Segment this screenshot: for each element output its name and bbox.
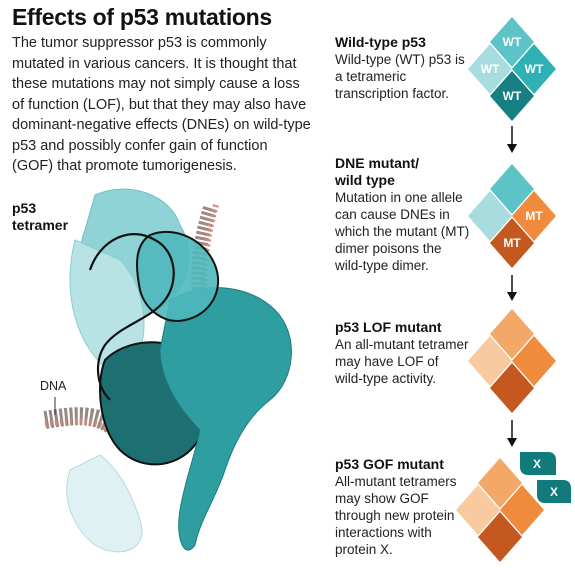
step-wild-type-title: Wild-type p53 [335,34,426,50]
lof-subunit-top [490,309,534,359]
dne-tetramer: MT MT [468,164,556,268]
intro-text: The tumor suppressor p53 is commonly mut… [12,35,311,174]
gof-tetramer: X X [456,452,571,562]
step-lof: p53 LOF mutant An all-mutant tetramer ma… [335,319,470,387]
step-lof-title: p53 LOF mutant [335,319,442,335]
wt-label-right: WT [525,62,544,76]
dne-subunit-left [468,191,512,241]
tetramer-label: p53 tetramer [12,200,68,234]
step-dne: DNE mutant/ wild type Mutation in one al… [335,155,470,274]
protein-right-domain [159,287,292,551]
step-wild-type-body: Wild-type (WT) p53 is a tetrameric trans… [335,52,465,101]
tetramer-label-line-2: tetramer [12,217,69,233]
protein-x-badge-1 [520,452,556,475]
gof-subunit-right [500,485,544,535]
wt-subunit-top [490,17,534,67]
step-gof-title: p53 GOF mutant [335,456,444,472]
arrow-down-3 [507,420,517,447]
wt-subunit-left [468,44,512,94]
dna-label: DNA [40,379,67,393]
step-dne-title-2: wild type [335,172,395,188]
protein-x-label-2: X [550,485,558,499]
mt-label-bottom: MT [503,236,521,250]
arrow-down-1 [507,126,517,153]
dne-subunit-right [512,191,556,241]
step-dne-body: Mutation in one allele can cause DNEs in… [335,190,470,273]
protein-pale-domain [66,454,143,553]
arrow-down-2 [507,275,517,301]
wt-label-bottom: WT [503,89,522,103]
step-dne-title-1: DNE mutant/ [335,155,419,171]
wt-subunit-bottom [490,71,534,121]
lof-subunit-bottom [490,363,534,413]
dne-subunit-bottom [490,218,534,268]
gof-subunit-left [456,485,500,535]
wt-label-left: WT [481,62,500,76]
mt-label-right: MT [525,209,543,223]
gof-subunit-top [478,458,522,508]
p53-tetramer-illustration [43,188,292,553]
step-lof-body: An all-mutant tetramer may have LOF of w… [335,337,469,386]
protein-upper-right [136,230,220,322]
protein-outline [88,233,175,401]
wild-type-tetramer: WT WT WT WT [468,17,556,121]
protein-x-label-1: X [533,457,541,471]
wt-subunit-right [512,44,556,94]
step-gof: p53 GOF mutant All-mutant tetramers may … [335,456,470,558]
protein-x-badge-2 [537,480,571,503]
gof-subunit-bottom [478,512,522,562]
wt-label-top: WT [503,35,522,49]
tetramer-label-line-1: p53 [12,200,37,216]
dne-subunit-top [490,164,534,214]
page-title: Effects of p53 mutations [12,4,272,30]
lof-tetramer [468,309,556,413]
step-wild-type: Wild-type p53 Wild-type (WT) p53 is a te… [335,34,470,102]
step-gof-body: All-mutant tetramers may show GOF throug… [335,474,457,557]
lof-subunit-right [512,336,556,386]
lof-subunit-left [468,336,512,386]
